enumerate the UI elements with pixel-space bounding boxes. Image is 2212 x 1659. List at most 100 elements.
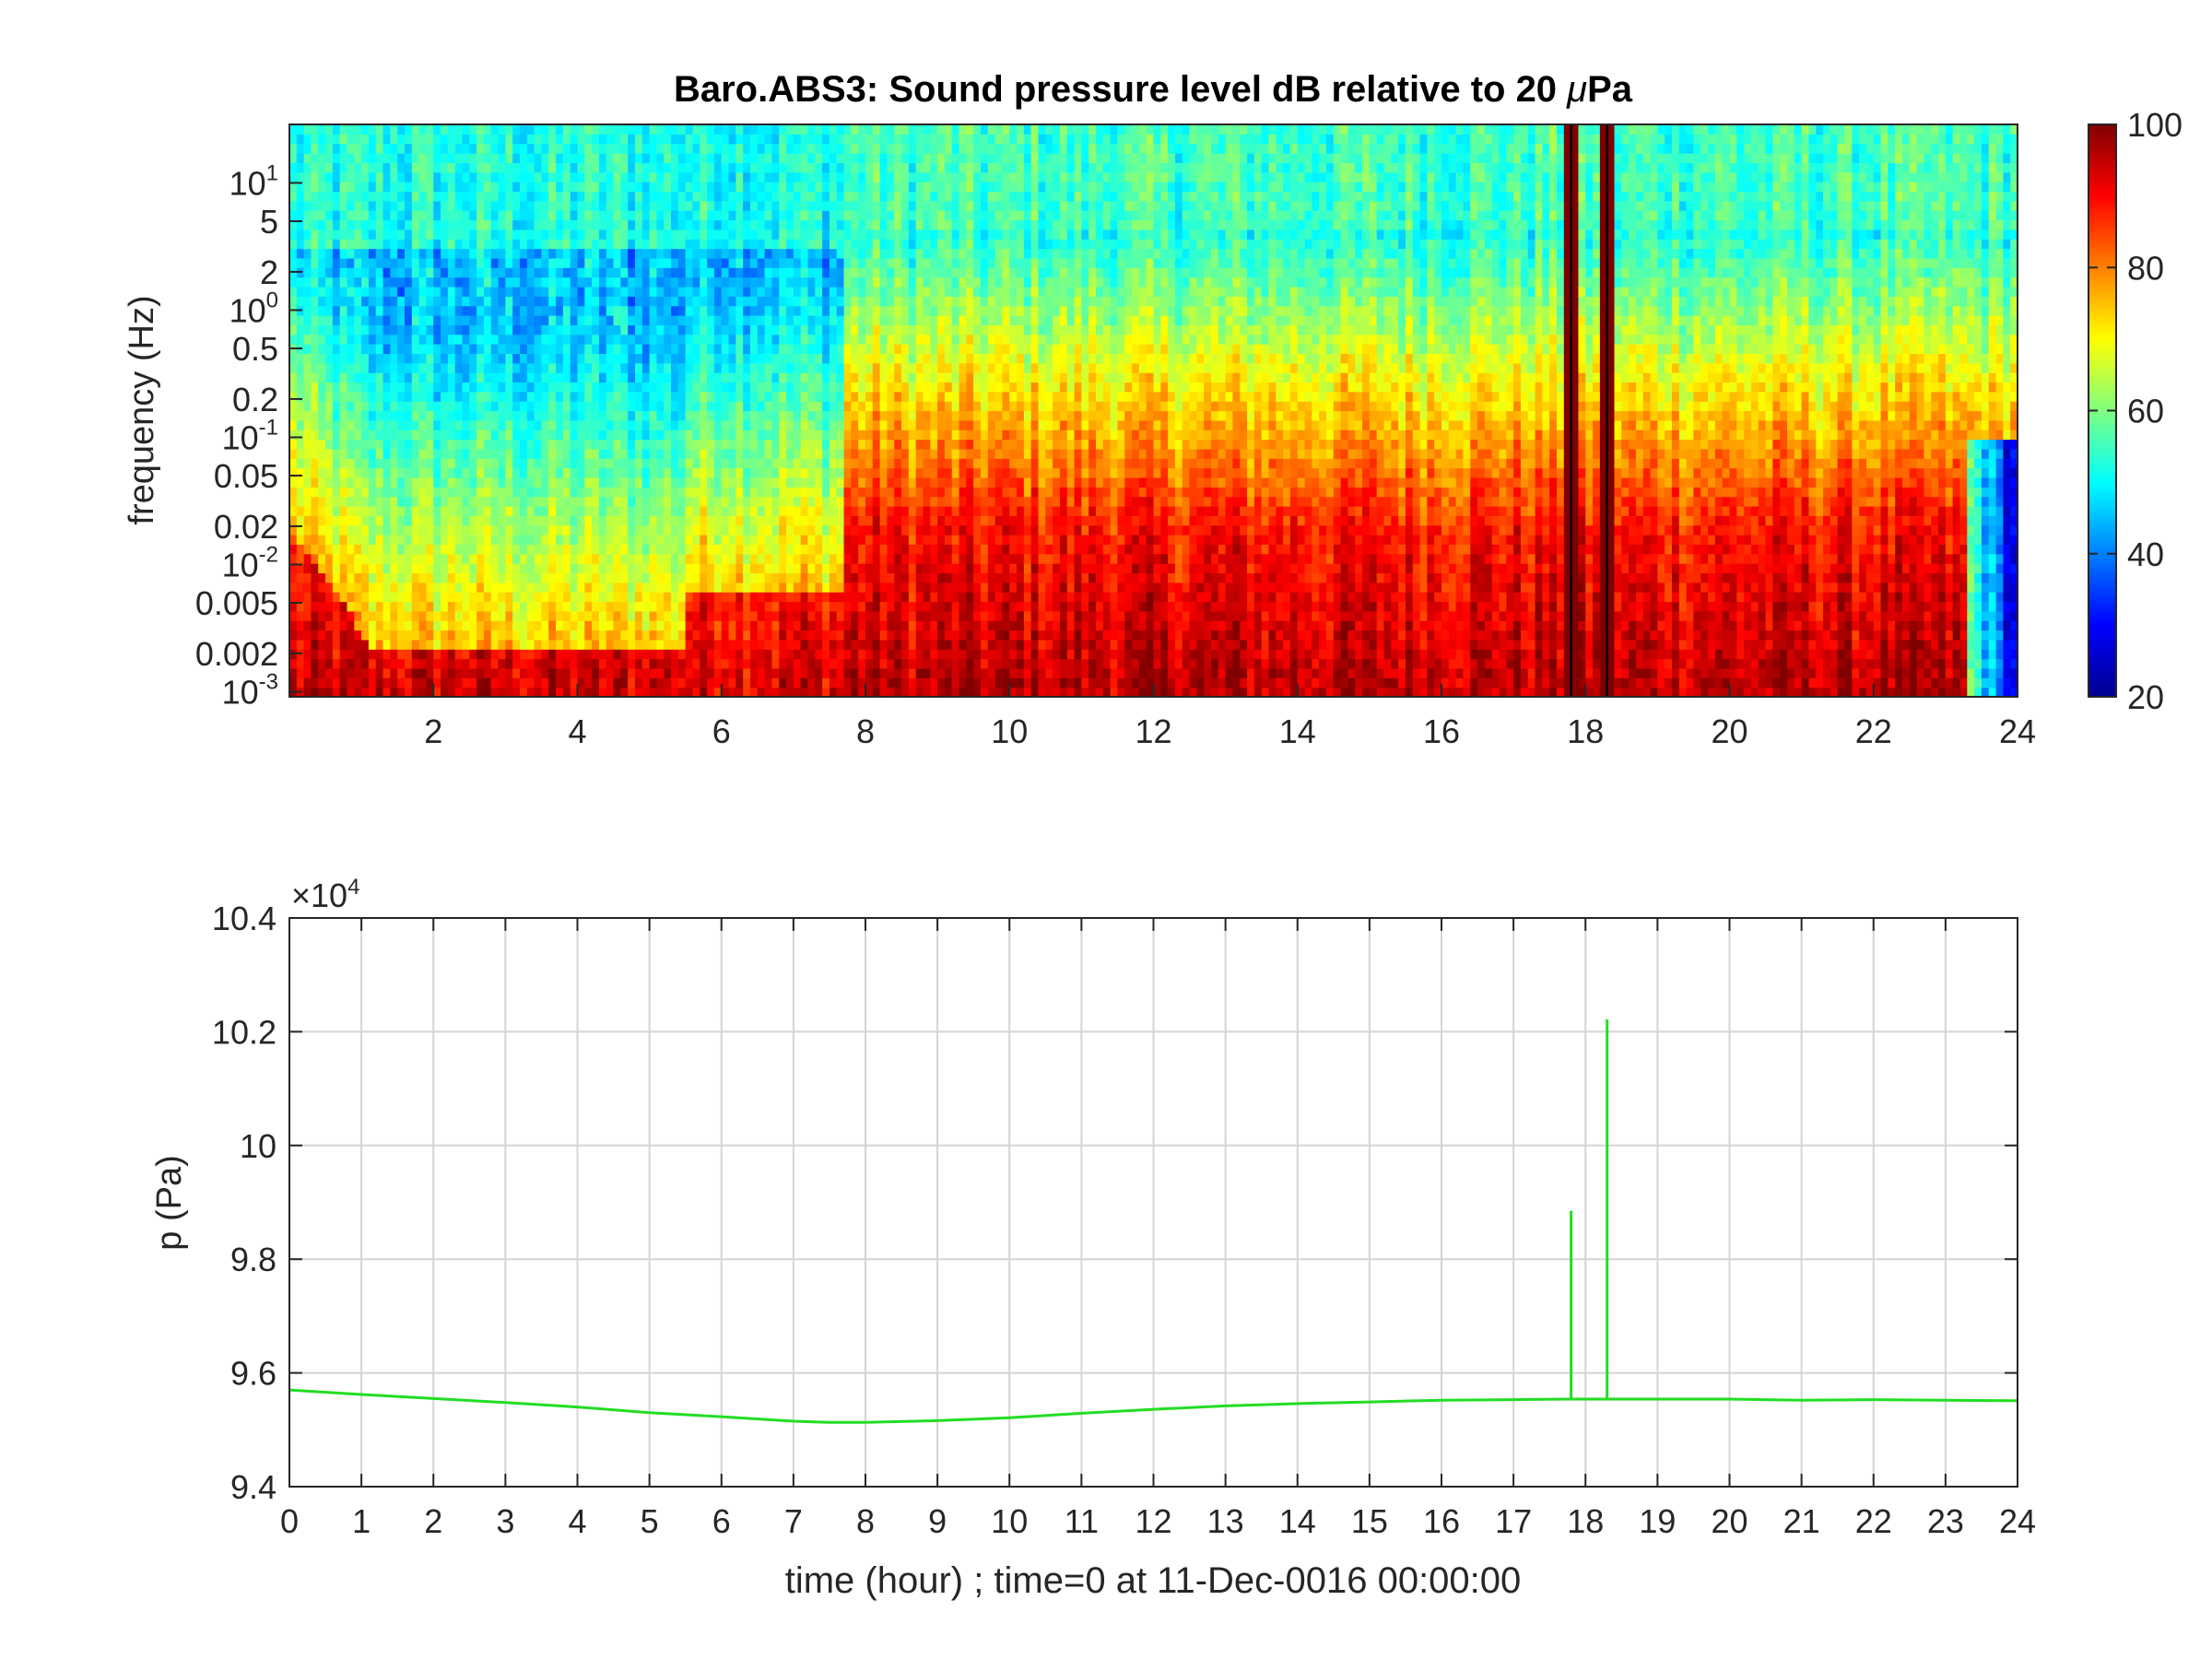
heat-cell (613, 496, 621, 507)
heat-cell (779, 353, 787, 364)
heat-cell (815, 153, 823, 163)
heat-cell (851, 419, 859, 430)
heat-cell (512, 286, 521, 297)
heat-cell (879, 467, 888, 478)
heat-cell (829, 219, 838, 230)
heat-cell (433, 496, 441, 507)
heat-cell (771, 219, 780, 230)
heat-cell (512, 267, 521, 278)
heat-cell (390, 153, 398, 163)
heat-cell (858, 524, 866, 535)
heat-cell (520, 391, 528, 402)
heat-cell (368, 592, 377, 603)
heat-cell (713, 191, 723, 202)
heat-cell (477, 620, 485, 631)
heat-cell (620, 506, 629, 516)
heat-cell (713, 391, 723, 402)
heat-cell (635, 563, 643, 574)
heat-cell (641, 535, 651, 545)
heat-cell (382, 315, 391, 325)
heat-cell (685, 162, 694, 173)
heat-cell (822, 563, 830, 574)
heat-cell (815, 391, 823, 402)
heat-cell (671, 257, 679, 268)
heat-cell (858, 257, 866, 268)
heat-cell (332, 524, 341, 535)
heat-cell (526, 200, 535, 211)
heat-cell (743, 629, 751, 641)
heat-cell (483, 362, 492, 373)
heat-cell (447, 153, 456, 163)
heat-cell (318, 563, 326, 574)
heat-cell (584, 535, 593, 545)
heat-cell (311, 153, 319, 163)
heat-cell (498, 515, 506, 526)
heat-cell (512, 182, 521, 193)
heat-cell (671, 229, 679, 240)
heat-cell (289, 210, 298, 221)
heat-cell (664, 305, 672, 316)
heat-cell (664, 572, 672, 583)
heat-cell (677, 219, 687, 230)
heat-cell (851, 467, 859, 478)
heat-cell (786, 334, 794, 345)
heat-cell (872, 305, 881, 316)
heat-cell (512, 143, 521, 154)
heat-cell (311, 315, 319, 325)
heat-cell (635, 620, 643, 631)
heat-cell (548, 677, 557, 688)
heat-cell (332, 248, 341, 259)
heat-cell (541, 267, 549, 278)
heat-cell (685, 582, 694, 593)
heat-cell (361, 153, 370, 163)
heat-cell (807, 524, 816, 535)
heat-cell (671, 401, 679, 412)
heat-cell (620, 439, 629, 450)
heat-cell (498, 324, 506, 335)
heat-cell (318, 667, 326, 678)
heat-cell (347, 219, 355, 230)
heat-cell (556, 572, 564, 583)
heat-cell (836, 171, 845, 182)
heat-cell (454, 305, 464, 316)
heat-cell (296, 553, 305, 564)
heat-cell (570, 382, 579, 393)
heat-cell (843, 667, 852, 678)
heat-cell (397, 353, 406, 364)
heat-cell (332, 458, 341, 469)
heat-cell (382, 496, 391, 507)
heat-cell (779, 524, 787, 535)
heat-cell (339, 477, 348, 488)
heat-cell (743, 620, 751, 631)
heat-cell (822, 458, 830, 469)
heat-cell (520, 143, 528, 154)
heat-cell (441, 658, 449, 669)
heat-cell (598, 219, 607, 230)
heat-cell (685, 649, 694, 660)
heat-cell (743, 143, 751, 154)
heat-cell (750, 582, 759, 593)
heat-cell (454, 620, 464, 631)
heat-cell (620, 210, 629, 221)
heat-cell (570, 219, 579, 230)
heat-cell (303, 592, 312, 603)
heat-cell (289, 419, 298, 430)
heat-cell (728, 677, 736, 688)
heat-cell (735, 191, 744, 202)
heat-cell (620, 286, 629, 297)
heat-cell (879, 477, 888, 488)
heat-cell (822, 620, 830, 631)
heat-cell (606, 267, 615, 278)
heat-cell (405, 592, 413, 603)
heat-cell (822, 572, 830, 583)
heat-cell (347, 524, 355, 535)
heat-cell (325, 477, 334, 488)
heat-cell (879, 687, 888, 697)
heat-cell (628, 477, 636, 488)
heat-cell (311, 334, 319, 345)
heat-cell (598, 506, 607, 516)
heat-cell (303, 524, 312, 535)
heat-cell (454, 219, 464, 230)
heat-cell (735, 620, 744, 631)
heat-cell (556, 191, 564, 202)
